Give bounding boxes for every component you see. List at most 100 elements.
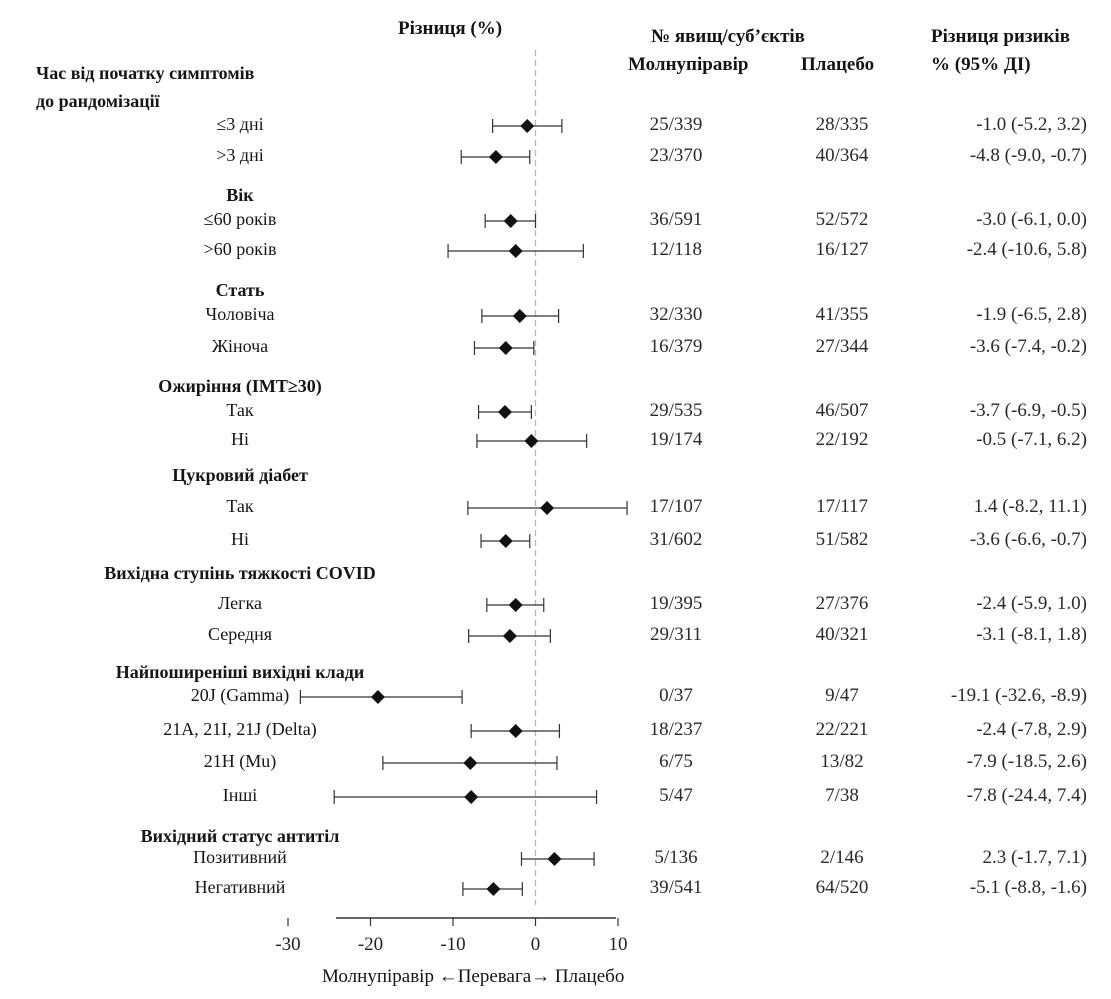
subgroup-label: ≤60 років [203, 209, 277, 229]
x-tick-label: -10 [440, 934, 465, 955]
drug-events: 36/591 [649, 209, 703, 230]
drug-events: 17/107 [649, 496, 703, 517]
group-label-line2: до рандомізації [36, 91, 160, 111]
drug-events: 39/541 [649, 877, 703, 898]
drug-events: 16/379 [649, 336, 703, 357]
drug-events: 5/136 [654, 847, 698, 868]
subgroup-label: Чоловіча [205, 304, 275, 324]
risk-difference-ci: -2.4 (-7.8, 2.9) [976, 719, 1087, 740]
group-label: Час від початку симптомів [36, 63, 255, 83]
placebo-events: 51/582 [815, 529, 869, 550]
group-label: Вихідна ступінь тяжкості COVID [104, 563, 376, 583]
drug-events: 23/370 [649, 145, 703, 166]
point-estimate [508, 598, 523, 612]
subgroup-label: >3 дні [216, 145, 264, 165]
placebo-events: 22/192 [815, 429, 869, 450]
risk-difference-ci: -3.0 (-6.1, 0.0) [976, 209, 1087, 230]
point-estimate [508, 724, 523, 738]
group-label: Вік [226, 185, 254, 205]
subgroup-label: Так [226, 400, 254, 420]
risk-difference-ci: -3.6 (-7.4, -0.2) [969, 336, 1087, 357]
point-estimate [524, 434, 539, 448]
risk-difference-ci: -1.0 (-5.2, 3.2) [976, 114, 1087, 135]
risk-difference-ci: 2.3 (-1.7, 7.1) [982, 847, 1087, 868]
subgroup-label: Так [226, 496, 254, 516]
subgroup-label: Ні [231, 429, 249, 449]
group-label: Стать [215, 280, 265, 300]
risk-difference-ci-header: % (95% ДІ) [931, 54, 1031, 75]
placebo-events: 52/572 [815, 209, 869, 230]
placebo-events: 13/82 [820, 751, 864, 772]
drug-events: 29/311 [649, 624, 703, 645]
x-tick-label: 0 [531, 934, 541, 955]
placebo-events: 46/507 [815, 400, 869, 421]
drug-column-header: Молнупіравір [628, 54, 749, 75]
subgroup-label: Негативний [194, 877, 286, 897]
favours-caption: Молнупіравір ←Перевага→ Плацебо [322, 966, 625, 987]
point-estimate [502, 629, 517, 643]
point-estimate [486, 882, 501, 896]
point-estimate [547, 852, 562, 866]
placebo-events: 41/355 [815, 304, 869, 325]
point-estimate [488, 150, 503, 164]
risk-difference-ci: -7.8 (-24.4, 7.4) [966, 785, 1087, 806]
subgroup-label: Жіноча [211, 336, 269, 356]
point-estimate [464, 790, 479, 804]
risk-difference-ci: -3.6 (-6.6, -0.7) [969, 529, 1087, 550]
risk-difference-ci: -3.7 (-6.9, -0.5) [969, 400, 1087, 421]
point-estimate [497, 405, 512, 419]
subgroup-label: Позитивний [193, 847, 287, 867]
group-label: Вихідний статус антитіл [140, 826, 340, 846]
drug-events: 32/330 [649, 304, 703, 325]
placebo-events: 64/520 [815, 877, 869, 898]
placebo-events: 27/376 [815, 593, 869, 614]
drug-events: 31/602 [649, 529, 703, 550]
point-estimate [520, 119, 535, 133]
subgroup-label: 21H (Mu) [203, 751, 277, 771]
placebo-events: 40/364 [815, 145, 869, 166]
drug-events: 19/174 [649, 429, 703, 450]
subgroup-label: Ні [231, 529, 249, 549]
placebo-events: 17/117 [815, 496, 869, 517]
risk-difference-header: Різниця ризиків [931, 26, 1070, 47]
risk-difference-ci: -2.4 (-5.9, 1.0) [976, 593, 1087, 614]
point-estimate [370, 690, 385, 704]
placebo-events: 2/146 [820, 847, 864, 868]
drug-events: 25/339 [649, 114, 703, 135]
events-header: № явищ/суб’єктів [651, 26, 805, 47]
placebo-events: 27/344 [815, 336, 869, 357]
drug-events: 6/75 [659, 751, 693, 772]
placebo-column-header: Плацебо [801, 54, 875, 75]
subgroup-label: Середня [207, 624, 273, 644]
point-estimate [512, 309, 527, 323]
group-label: Ожиріння (ІМТ≥30) [158, 376, 322, 396]
group-label: Найпоширеніші вихідні клади [115, 662, 365, 682]
drug-events: 0/37 [659, 685, 693, 706]
difference-header: Різниця (%) [398, 18, 503, 39]
point-estimate [540, 501, 555, 515]
risk-difference-ci: -7.9 (-18.5, 2.6) [966, 751, 1087, 772]
risk-difference-ci: -0.5 (-7.1, 6.2) [976, 429, 1087, 450]
risk-difference-ci: -1.9 (-6.5, 2.8) [976, 304, 1087, 325]
point-estimate [463, 756, 478, 770]
drug-events: 19/395 [649, 593, 703, 614]
placebo-events: 28/335 [815, 114, 869, 135]
group-label: Цукровий діабет [172, 465, 308, 485]
risk-difference-ci: -19.1 (-32.6, -8.9) [950, 685, 1087, 706]
placebo-events: 7/38 [825, 785, 859, 806]
subgroup-label: Легка [218, 593, 262, 613]
drug-events: 29/535 [649, 400, 703, 421]
subgroup-label: ≤3 дні [216, 114, 264, 134]
risk-difference-ci: -4.8 (-9.0, -0.7) [969, 145, 1087, 166]
x-tick-label: -30 [275, 934, 300, 955]
point-estimate [508, 244, 523, 258]
placebo-events: 40/321 [815, 624, 869, 645]
drug-events: 12/118 [649, 239, 703, 260]
x-tick-label: -20 [358, 934, 383, 955]
x-tick-label: 10 [609, 934, 628, 955]
point-estimate [503, 214, 518, 228]
placebo-events: 9/47 [825, 685, 859, 706]
subgroup-label: >60 років [203, 239, 277, 259]
risk-difference-ci: -3.1 (-8.1, 1.8) [976, 624, 1087, 645]
subgroup-label: 20J (Gamma) [190, 685, 290, 705]
